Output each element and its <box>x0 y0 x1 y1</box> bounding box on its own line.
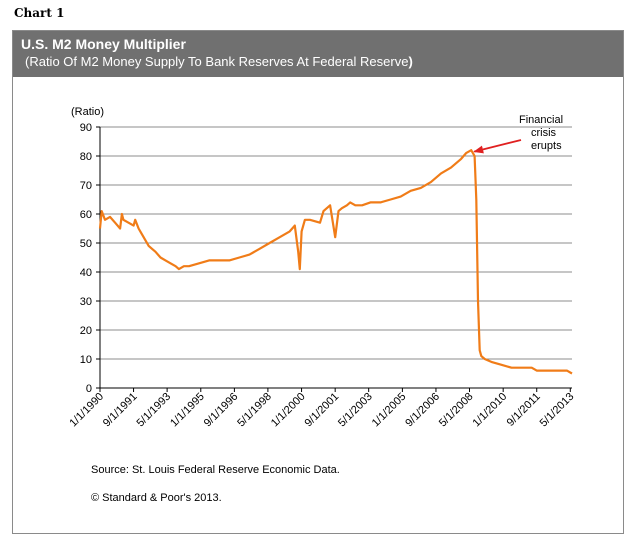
y-tick-label-0: 0 <box>86 383 92 395</box>
y-tick-label-60: 60 <box>80 209 92 221</box>
x-tick-label-1: 9/1/1991 <box>101 391 140 430</box>
y-axis-label: (Ratio) <box>71 106 104 118</box>
annotation-text-0-0: Financial <box>519 114 563 126</box>
x-tick-label-4: 9/1/1996 <box>202 391 241 430</box>
x-tick-label-13: 9/1/2011 <box>505 391 543 429</box>
x-tick-label-10: 9/1/2006 <box>403 391 442 430</box>
chart-frame: U.S. M2 Money Multiplier (Ratio Of M2 Mo… <box>12 30 624 534</box>
x-tick-label-3: 1/1/1995 <box>168 391 207 430</box>
x-tick-label-6: 1/1/2000 <box>269 391 308 430</box>
series-line-0 <box>98 149 573 375</box>
y-tick-label-50: 50 <box>80 238 92 250</box>
annotation-text-0-1: crisis <box>531 127 557 139</box>
source-note: Source: St. Louis Federal Reserve Econom… <box>91 464 340 476</box>
x-tick-label-12: 1/1/2010 <box>471 391 510 430</box>
x-tick-label-14: 5/1/2013 <box>538 391 577 430</box>
line-chart: 0102030405060708090(Ratio)1/1/19909/1/19… <box>67 106 577 430</box>
chart-subtitle-close: ) <box>408 54 413 69</box>
chart-subtitle-text: (Ratio Of M2 Money Supply To Bank Reserv… <box>25 54 409 69</box>
y-tick-label-30: 30 <box>80 296 92 308</box>
x-tick-label-8: 5/1/2003 <box>336 391 375 430</box>
y-tick-label-10: 10 <box>80 354 92 366</box>
x-tick-label-5: 5/1/1998 <box>235 391 274 430</box>
annotation-text-0-2: erupts <box>531 140 562 152</box>
chart-title: U.S. M2 Money Multiplier <box>21 36 186 52</box>
x-tick-label-0: 1/1/1990 <box>67 391 106 430</box>
x-tick-label-2: 5/1/1993 <box>134 391 173 430</box>
copyright-note: © Standard & Poor's 2013. <box>91 492 222 504</box>
chart-subtitle: (Ratio Of M2 Money Supply To Bank Reserv… <box>21 53 623 70</box>
y-tick-label-70: 70 <box>80 180 92 192</box>
chart-label: Chart 1 <box>14 6 65 20</box>
x-tick-label-7: 9/1/2001 <box>303 391 342 430</box>
x-tick-label-11: 5/1/2008 <box>437 391 476 430</box>
y-tick-label-20: 20 <box>80 325 92 337</box>
y-tick-label-80: 80 <box>80 151 92 163</box>
annotation-arrow-0 <box>473 139 522 154</box>
y-tick-label-90: 90 <box>80 122 92 134</box>
x-tick-label-9: 1/1/2005 <box>370 391 409 430</box>
y-tick-label-40: 40 <box>80 267 92 279</box>
chart-header: U.S. M2 Money Multiplier (Ratio Of M2 Mo… <box>13 31 623 77</box>
